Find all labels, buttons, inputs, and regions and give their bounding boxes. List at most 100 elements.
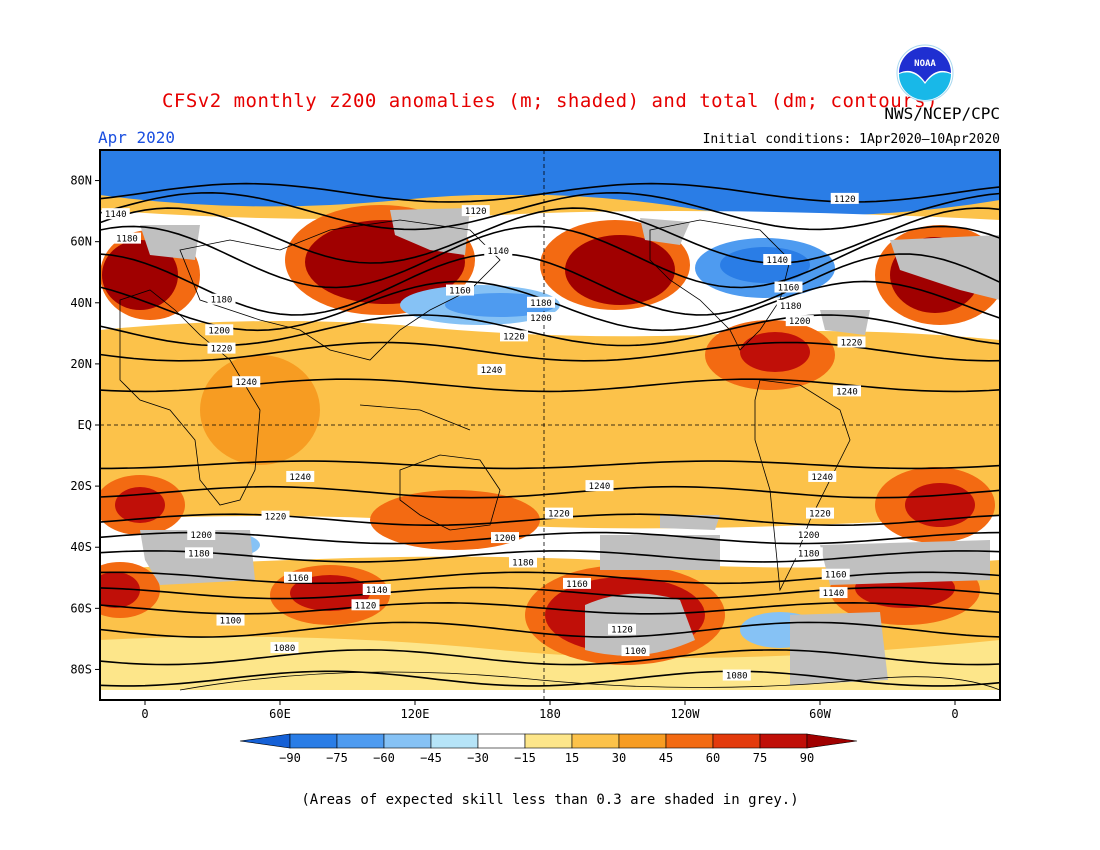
contour-label-bg	[608, 623, 636, 635]
contour-label: 1220	[809, 510, 831, 520]
skill-footnote: (Areas of expected skill less than 0.3 a…	[301, 792, 799, 808]
contour-label: 1140	[487, 247, 509, 257]
contour-label-bg	[461, 205, 490, 217]
latitude-axis: 80N 60N 40N 20N EQ 20S 40S 60S 80S	[70, 174, 100, 676]
colorbar-level-label: 45	[659, 751, 673, 765]
contour-label-bg	[794, 547, 823, 559]
colorbar-level-label: −75	[326, 751, 348, 765]
chart-title: CFSv2 monthly z200 anomalies (m; shaded)…	[161, 90, 939, 112]
colorbar-level-label: −60	[373, 751, 395, 765]
contour-label-bg	[232, 376, 261, 388]
contour-line	[99, 601, 1001, 615]
contour-label: 1080	[274, 644, 296, 654]
contour-label-bg	[261, 510, 290, 522]
lat-tick-label: 60N	[70, 235, 92, 249]
colorbar-box	[618, 733, 667, 749]
contour-line	[99, 253, 1001, 316]
lat-tick-label: 20N	[70, 357, 92, 371]
contour-label-bg	[527, 312, 555, 324]
contour-line	[99, 586, 1001, 600]
contour-line	[99, 314, 1001, 347]
contour-line	[99, 531, 1001, 545]
contour-label: 1140	[823, 589, 845, 599]
contour-label: 1140	[105, 210, 127, 220]
contour-label: 1120	[834, 195, 856, 205]
contour-label-bg	[806, 507, 834, 519]
contour-label-bg	[484, 244, 513, 256]
contour-label: 1240	[235, 378, 257, 388]
contour-label: 1220	[211, 345, 233, 355]
contour-label: 1160	[287, 574, 309, 584]
contour-label-bg	[187, 529, 216, 540]
lon-tick-label: 120W	[671, 707, 701, 721]
contour-label: 1180	[116, 235, 138, 245]
contour-label: 1240	[481, 366, 503, 376]
lat-tick-label: 80N	[70, 174, 92, 188]
contour-label-bg	[527, 296, 555, 308]
contour-label-bg	[284, 571, 312, 583]
colorbar-arrow-right	[806, 733, 858, 749]
contour-label-bg	[776, 299, 805, 311]
colorbar-box	[289, 733, 338, 749]
contour-label: 1240	[811, 473, 833, 483]
contour-line	[99, 191, 1001, 231]
contour-label-bg	[491, 532, 519, 544]
contour-label-bg	[808, 470, 837, 482]
colorbar-box	[665, 733, 714, 749]
lat-tick-label: 60S	[70, 601, 92, 615]
color-bar: −90 −75 −60 −45 −30 −15 15 30 45 60 75 90	[239, 733, 858, 765]
contour-label-bg	[819, 587, 848, 599]
contour-line	[100, 460, 1001, 470]
contour-label: 1100	[220, 617, 242, 627]
contour-labels: 1140 1180 1120 1120 1140 1140 1160 1160 1180 1180…	[101, 192, 866, 682]
colorbar-level-label: 60	[706, 751, 720, 765]
contour-label: 1180	[780, 302, 802, 312]
contour-label: 1080	[726, 672, 748, 682]
contour-label-bg	[351, 599, 380, 611]
contour-label: 1220	[265, 513, 287, 523]
colorbar-box	[336, 733, 385, 749]
contour-label: 1140	[366, 586, 388, 596]
contour-label-bg	[837, 336, 866, 348]
lon-tick-label: 0	[141, 707, 148, 721]
lat-tick-label: EQ	[78, 418, 92, 432]
contour-label-bg	[113, 232, 141, 244]
contour-line	[99, 571, 1001, 585]
lon-tick-label: 180	[539, 707, 561, 721]
contour-label-bg	[207, 342, 236, 354]
colorbar-level-label: 30	[612, 751, 626, 765]
lon-tick-label: 60W	[809, 707, 831, 721]
contour-label: 1160	[449, 287, 471, 297]
contour-label: 1220	[503, 332, 525, 342]
longitude-axis: 0 60E 120E 180 120W 60W 0	[141, 700, 959, 721]
initial-conditions: Initial conditions: 1Apr2020–10Apr2020	[702, 132, 1000, 147]
contour-label-bg	[585, 480, 614, 492]
contour-label: 1200	[530, 314, 552, 324]
contour-label: 1200	[789, 317, 811, 327]
noaa-logo-icon: NOAA	[896, 44, 954, 102]
contour-label-bg	[185, 547, 213, 559]
contour-label-bg	[785, 315, 814, 327]
contour-label-bg	[362, 584, 391, 595]
contour-label-bg	[833, 385, 861, 397]
colorbar-level-label: 75	[753, 751, 767, 765]
colorbar-box	[524, 733, 573, 749]
contour-line	[99, 485, 1001, 499]
colorbar-arrow-left	[239, 733, 291, 749]
colorbar-level-label: −30	[467, 751, 489, 765]
contour-label: 1240	[836, 387, 858, 397]
colorbar-level-label: −90	[279, 751, 301, 765]
contour-label-bg	[763, 254, 792, 265]
colorbar-level-label: −45	[420, 751, 442, 765]
contour-label: 1180	[798, 549, 820, 559]
contour-label-bg	[821, 568, 850, 580]
lat-tick-label: 80S	[70, 662, 92, 676]
contour-label-bg	[216, 614, 245, 626]
contour-label: 1200	[190, 531, 212, 541]
lat-tick-label: 40N	[70, 296, 92, 310]
contour-label: 1220	[841, 339, 863, 349]
contour-label: 1120	[355, 601, 377, 611]
contour-label: 1120	[611, 626, 633, 636]
contour-label-bg	[830, 192, 859, 204]
